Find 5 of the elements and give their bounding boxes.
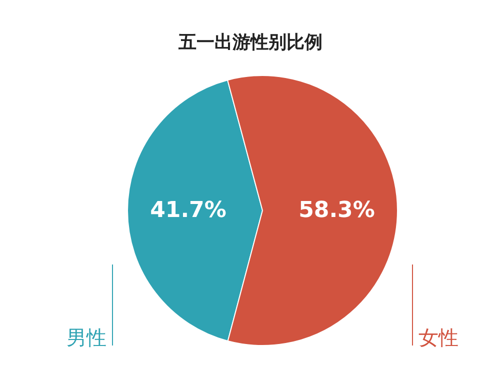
slice-label: 男性 [66,326,106,350]
data-label: 41.7% [150,198,226,224]
chart-title: 五一出游性别比例 [178,32,322,53]
data-label: 58.3% [298,198,375,223]
slice-label: 女性 [418,326,458,350]
